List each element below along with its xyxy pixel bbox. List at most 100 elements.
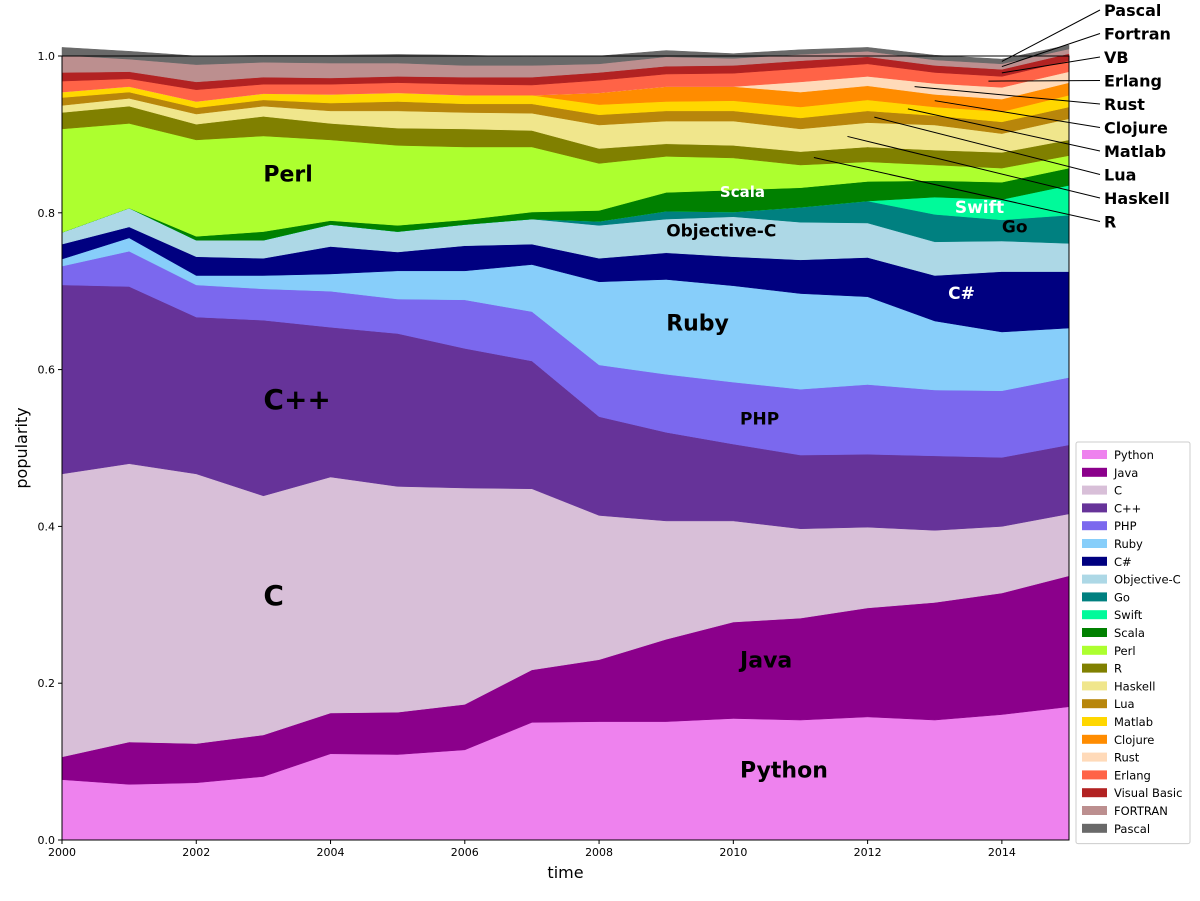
callout-label-pascal: Pascal: [1104, 1, 1161, 20]
area-label-swift: Swift: [955, 198, 1004, 218]
x-tick-label: 2002: [182, 846, 210, 859]
callout-line-matlab: [907, 108, 1101, 152]
callout-line-lua: [874, 116, 1101, 175]
callout-label-vb: VB: [1104, 48, 1129, 67]
annotations-layer: Python Java C C++ PHP Ruby C# Objective-C GoSwif…: [263, 162, 1027, 783]
legend-label-haskell: Haskell: [1114, 679, 1155, 693]
legend-swatch-lua: [1082, 699, 1107, 709]
callout-label-fortran: Fortran: [1104, 25, 1171, 44]
area-label-go: Go: [1002, 217, 1028, 237]
callout-line-haskell: [847, 135, 1101, 199]
callout-label-lua: Lua: [1104, 166, 1136, 185]
legend-swatch-pascal: [1082, 823, 1107, 833]
area-label-ruby: Ruby: [666, 311, 729, 336]
areas-layer: [61, 44, 1070, 841]
legend-swatch-go: [1082, 592, 1107, 602]
legend-swatch-scala: [1082, 628, 1107, 637]
y-tick-label: 0.8: [38, 207, 56, 220]
ticks-layer: 2000 2002 2004 2006 2008 2010 2012 2014 0.0 0.2 0.…: [38, 50, 1016, 859]
y-tick-label: 0.4: [38, 520, 56, 533]
area-label-c: C++: [263, 383, 330, 416]
x-tick-label: 2000: [48, 846, 76, 859]
legend-label-objective-c: Objective-C: [1114, 573, 1181, 587]
legend-label-fortran: FORTRAN: [1114, 804, 1168, 818]
callout-line-erlang: [988, 80, 1101, 82]
callout-line-vb: [1001, 56, 1101, 74]
legend-label-r: R: [1114, 662, 1122, 676]
legend-swatch-c: [1082, 485, 1107, 495]
y-tick-label: 0.6: [38, 364, 56, 377]
legend-swatch-perl: [1082, 645, 1107, 655]
legend-swatch-c: [1082, 503, 1107, 513]
area-label-c: C#: [948, 284, 975, 304]
legend-label-rust: Rust: [1114, 751, 1140, 765]
legend-label-scala: Scala: [1114, 626, 1145, 640]
callout-line-r: [813, 157, 1101, 222]
x-axis-title: time: [547, 863, 583, 882]
area-pascal: [61, 44, 1070, 66]
area-label-python: Python: [740, 758, 828, 783]
legend-label-c: C: [1114, 484, 1122, 498]
x-tick-label: 2014: [988, 846, 1016, 859]
area-label-php: PHP: [740, 409, 779, 429]
area-label-perl: Perl: [263, 162, 312, 187]
legend-label-java: Java: [1113, 466, 1138, 480]
y-tick-label: 1.0: [38, 50, 56, 63]
legend-swatch-php: [1082, 521, 1107, 531]
x-tick-label: 2010: [719, 846, 747, 859]
legend-label-matlab: Matlab: [1114, 715, 1153, 729]
legend-swatch-java: [1082, 467, 1107, 477]
legend-label-c: C#: [1114, 555, 1132, 569]
callout-line-pascal: [1001, 9, 1101, 62]
legend-label-c: C++: [1114, 501, 1141, 515]
area-label-java: Java: [738, 649, 792, 674]
plot-frame: [61, 55, 1070, 841]
x-tick-label: 2012: [854, 846, 882, 859]
legend-label-swift: Swift: [1114, 608, 1143, 622]
x-tick-label: 2004: [317, 846, 345, 859]
legend-label-go: Go: [1114, 590, 1130, 604]
legend-swatch-erlang: [1082, 770, 1107, 780]
legend-swatch-c: [1082, 556, 1107, 566]
legend-swatch-ruby: [1082, 539, 1107, 548]
legend-swatch-r: [1082, 663, 1107, 673]
callout-label-haskell: Haskell: [1104, 189, 1170, 208]
legend-label-python: Python: [1114, 448, 1154, 462]
callouts-layer: Pascal Fortran VB Erlang Rust Clojure Matlab Lu…: [813, 1, 1171, 232]
legend-swatch-clojure: [1082, 734, 1107, 744]
legend-swatch-rust: [1082, 752, 1107, 762]
legend-swatch-python: [1082, 450, 1107, 459]
legend-label-clojure: Clojure: [1114, 733, 1154, 747]
legend-label-php: PHP: [1114, 519, 1137, 533]
callout-line-fortran: [1001, 33, 1101, 68]
y-axis-title: popularity: [12, 407, 31, 488]
callout-line-clojure: [934, 100, 1101, 128]
legend-label-lua: Lua: [1114, 697, 1135, 711]
legend-label-pascal: Pascal: [1114, 822, 1150, 836]
y-tick-label: 0.2: [38, 677, 56, 690]
x-tick-label: 2008: [585, 846, 613, 859]
callout-line-rust: [914, 86, 1101, 105]
legend-swatch-objective-c: [1082, 574, 1107, 584]
area-label-c: C: [263, 579, 284, 612]
y-tick-label: 0.0: [38, 834, 56, 847]
x-tick-label: 2006: [451, 846, 479, 859]
area-label-objective-c: Objective-C: [666, 221, 776, 241]
callout-label-matlab: Matlab: [1104, 142, 1166, 161]
legend-label-erlang: Erlang: [1114, 768, 1151, 782]
legend-swatch-matlab: [1082, 717, 1107, 726]
legend-swatch-fortran: [1082, 806, 1107, 815]
callout-label-r: R: [1104, 213, 1116, 232]
callout-label-rust: Rust: [1104, 95, 1145, 114]
callout-label-clojure: Clojure: [1104, 119, 1168, 138]
callout-label-erlang: Erlang: [1104, 72, 1162, 91]
legend-swatch-swift: [1082, 610, 1107, 620]
legend: Python Java C C++ PHP Ruby C# Objective-C Go Swif…: [1075, 441, 1191, 845]
legend-label-visual-basic: Visual Basic: [1114, 786, 1182, 800]
area-label-scala: Scala: [720, 183, 765, 201]
legend-label-ruby: Ruby: [1114, 537, 1143, 551]
legend-swatch-visual-basic: [1082, 788, 1107, 798]
legend-label-perl: Perl: [1114, 644, 1136, 658]
legend-swatch-haskell: [1082, 681, 1107, 691]
